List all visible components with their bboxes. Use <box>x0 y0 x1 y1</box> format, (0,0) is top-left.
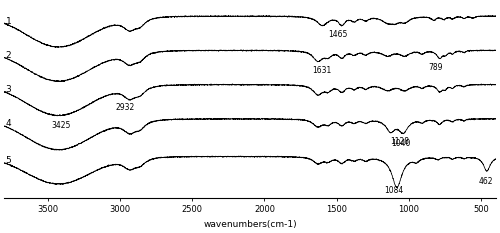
Text: 4: 4 <box>6 119 11 128</box>
Text: 789: 789 <box>428 63 442 72</box>
Text: 1: 1 <box>6 17 12 26</box>
Text: 5: 5 <box>6 156 12 165</box>
X-axis label: wavenumbers(cm-1): wavenumbers(cm-1) <box>203 220 297 229</box>
Text: 462: 462 <box>478 177 492 185</box>
Text: 1040: 1040 <box>390 139 410 148</box>
Text: 3: 3 <box>6 85 12 94</box>
Text: 1128: 1128 <box>390 137 408 146</box>
Text: 1084: 1084 <box>384 186 404 195</box>
Text: 2932: 2932 <box>116 103 135 112</box>
Text: 3425: 3425 <box>52 121 71 130</box>
Text: 1465: 1465 <box>328 30 347 39</box>
Text: 1631: 1631 <box>312 66 332 75</box>
Text: 2: 2 <box>6 51 11 60</box>
